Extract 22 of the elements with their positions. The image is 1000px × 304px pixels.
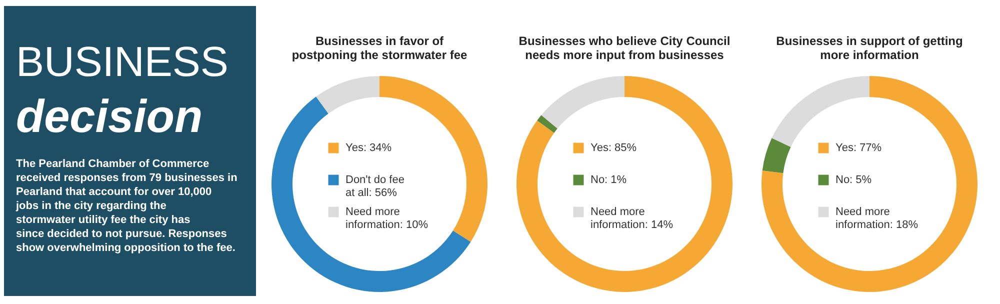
chart-title: Businesses who believe City Council needs more input from businesses	[518, 34, 730, 62]
chart-title: Businesses in favor of postponing the stormwater fee	[292, 34, 468, 62]
legend-label: No: 1%	[590, 174, 627, 186]
legend-label: Need more information: 10%	[346, 206, 428, 231]
legend-label: Don't do fee at all: 56%	[346, 174, 404, 199]
legend-label: Yes: 77%	[836, 142, 882, 154]
legend-label: No: 5%	[836, 174, 872, 186]
text: BUSINESS	[16, 38, 228, 85]
donut-slice	[541, 76, 624, 129]
donut-slice	[762, 138, 791, 174]
text: decision	[16, 90, 203, 142]
text: The Pearland Chamber of Commerce received responses from 79 businesses in Pearland that account for over 10,000 jobs in the city regarding the stormwater utility fee the city has since decided to not pursue. Responses show overwhelming opposition to the fee.	[15, 158, 238, 254]
donut-slice	[272, 96, 471, 292]
chart-title: Businesses in support of getting more information	[776, 34, 963, 62]
donut-slice	[516, 76, 732, 292]
legend-label: Yes: 85%	[590, 142, 637, 154]
donut-slice	[537, 115, 558, 133]
donut-slice	[316, 76, 380, 114]
legend-label: Yes: 34%	[346, 142, 392, 154]
legend-label: Need more information: 18%	[836, 206, 918, 231]
legend-label: Need more information: 14%	[590, 206, 674, 231]
donut-slice	[762, 76, 978, 292]
